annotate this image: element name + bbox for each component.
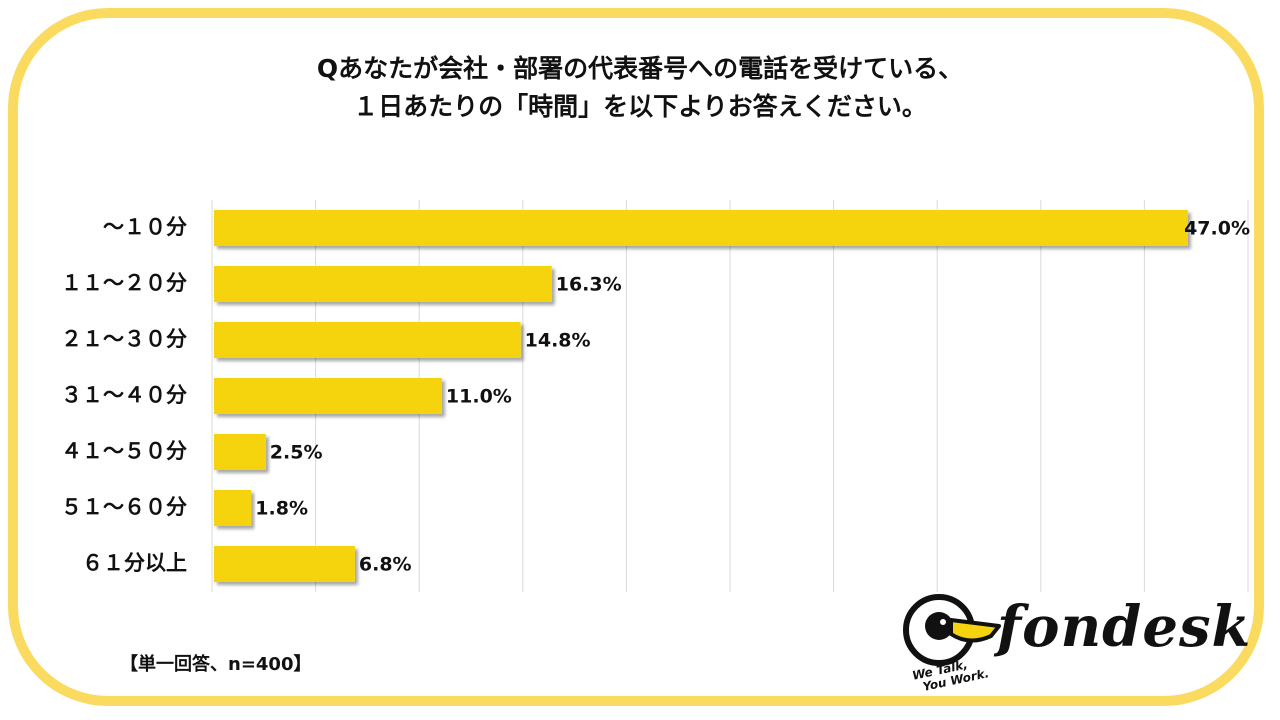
category-label: ～１０分 [103, 215, 187, 239]
category-label: ２１～３０分 [61, 327, 187, 351]
title-line-2: １日あたりの「時間」を以下よりお答えください。 [353, 92, 927, 121]
value-label: 11.0% [446, 386, 512, 408]
chart-title: Qあなたが会社・部署の代表番号への電話を受けている、 １日あたりの「時間」を以下… [0, 50, 1280, 126]
value-label: 14.8% [525, 330, 591, 352]
footnote: 【単一回答、n=400】 [120, 654, 312, 675]
fondesk-logo: We Talk, You Work. fondesk [895, 590, 1250, 700]
bar [214, 546, 355, 582]
value-label: 1.8% [255, 498, 308, 520]
category-label: １１～２０分 [61, 271, 187, 295]
logo-wordmark: fondesk [997, 594, 1252, 660]
bar [214, 434, 266, 470]
category-label: ６１分以上 [82, 551, 187, 575]
pelican-icon [903, 594, 1001, 666]
bar [214, 266, 552, 302]
bar [214, 490, 252, 526]
value-label: 47.0% [1184, 218, 1250, 240]
value-label: 6.8% [359, 554, 412, 576]
bar [214, 378, 442, 414]
bar [214, 210, 1188, 246]
value-label: 2.5% [270, 442, 323, 464]
bar [214, 322, 521, 358]
category-label: ４１～５０分 [61, 439, 187, 463]
category-label: ３１～４０分 [61, 383, 187, 407]
title-line-1: Qあなたが会社・部署の代表番号への電話を受けている、 [316, 54, 964, 83]
category-label: ５１～６０分 [61, 495, 187, 519]
value-label: 16.3% [556, 274, 622, 296]
